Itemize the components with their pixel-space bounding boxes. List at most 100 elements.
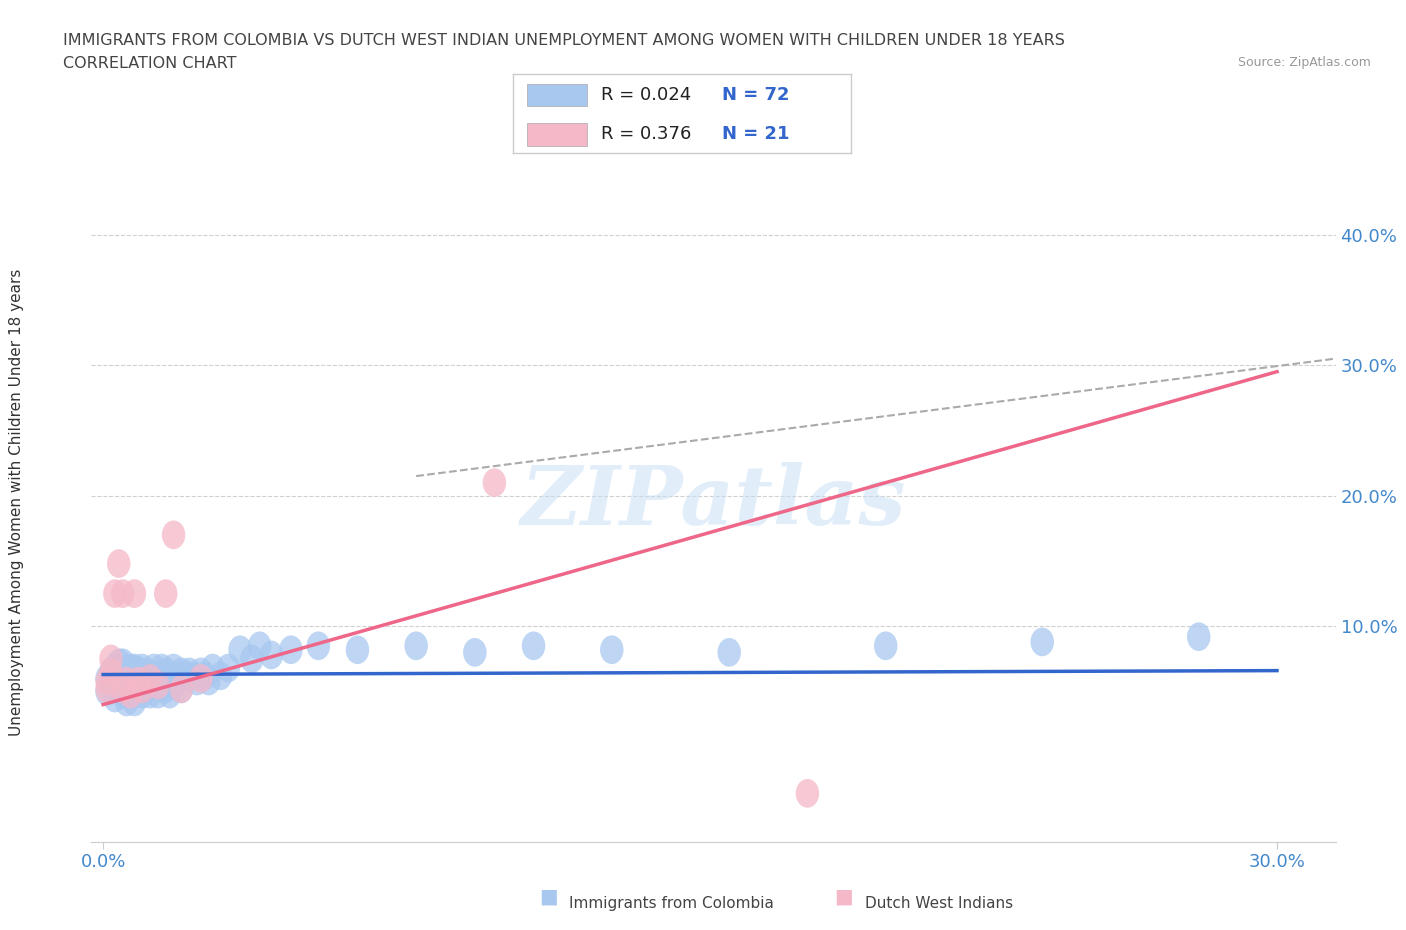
Ellipse shape: [146, 671, 170, 699]
Ellipse shape: [122, 654, 146, 683]
Ellipse shape: [522, 631, 546, 660]
Ellipse shape: [100, 671, 122, 699]
Text: N = 21: N = 21: [723, 126, 790, 143]
Ellipse shape: [131, 680, 155, 709]
Ellipse shape: [111, 648, 135, 677]
Ellipse shape: [115, 667, 138, 696]
Ellipse shape: [118, 654, 142, 683]
Ellipse shape: [796, 779, 820, 807]
Bar: [527, 84, 588, 106]
Ellipse shape: [122, 671, 146, 699]
Ellipse shape: [100, 658, 122, 686]
Ellipse shape: [127, 658, 150, 686]
Ellipse shape: [138, 664, 162, 693]
Ellipse shape: [127, 667, 150, 696]
Ellipse shape: [111, 667, 135, 696]
Ellipse shape: [463, 638, 486, 667]
Text: Unemployment Among Women with Children Under 18 years: Unemployment Among Women with Children U…: [10, 269, 24, 736]
Ellipse shape: [111, 680, 135, 709]
Ellipse shape: [155, 658, 177, 686]
Ellipse shape: [100, 644, 122, 673]
Ellipse shape: [107, 674, 131, 703]
Ellipse shape: [146, 680, 170, 709]
Ellipse shape: [228, 635, 252, 664]
Ellipse shape: [875, 631, 897, 660]
Ellipse shape: [177, 658, 201, 686]
Ellipse shape: [155, 674, 177, 703]
Ellipse shape: [193, 661, 217, 690]
Ellipse shape: [280, 635, 302, 664]
Ellipse shape: [107, 648, 131, 677]
Ellipse shape: [142, 671, 166, 699]
Ellipse shape: [717, 638, 741, 667]
Text: N = 72: N = 72: [723, 86, 790, 104]
Ellipse shape: [162, 521, 186, 550]
Ellipse shape: [96, 677, 118, 706]
Text: R = 0.024: R = 0.024: [600, 86, 692, 104]
Ellipse shape: [1187, 622, 1211, 651]
Ellipse shape: [155, 579, 177, 608]
Ellipse shape: [118, 667, 142, 696]
Ellipse shape: [307, 631, 330, 660]
Ellipse shape: [103, 579, 127, 608]
Ellipse shape: [146, 661, 170, 690]
Text: ▪: ▪: [538, 883, 558, 911]
Ellipse shape: [181, 661, 205, 690]
Ellipse shape: [127, 674, 150, 703]
Ellipse shape: [157, 680, 181, 709]
Ellipse shape: [103, 684, 127, 712]
Ellipse shape: [131, 654, 155, 683]
Ellipse shape: [1031, 628, 1054, 657]
Ellipse shape: [115, 687, 138, 716]
Ellipse shape: [107, 661, 131, 690]
Ellipse shape: [103, 654, 127, 683]
Ellipse shape: [100, 658, 122, 686]
Ellipse shape: [162, 671, 186, 699]
Ellipse shape: [190, 664, 212, 693]
Text: ZIPatlas: ZIPatlas: [520, 462, 907, 542]
Text: Immigrants from Colombia: Immigrants from Colombia: [569, 897, 775, 911]
Ellipse shape: [600, 635, 623, 664]
Ellipse shape: [186, 667, 208, 696]
Ellipse shape: [162, 654, 186, 683]
Ellipse shape: [118, 680, 142, 709]
Ellipse shape: [142, 654, 166, 683]
Text: R = 0.376: R = 0.376: [600, 126, 692, 143]
Ellipse shape: [150, 654, 173, 683]
Ellipse shape: [346, 635, 370, 664]
Ellipse shape: [190, 658, 212, 686]
Ellipse shape: [122, 579, 146, 608]
Ellipse shape: [103, 667, 127, 696]
Ellipse shape: [197, 667, 221, 696]
Ellipse shape: [111, 658, 135, 686]
Ellipse shape: [157, 661, 181, 690]
Ellipse shape: [111, 579, 135, 608]
Ellipse shape: [201, 654, 225, 683]
Ellipse shape: [115, 658, 138, 686]
Ellipse shape: [170, 658, 193, 686]
Ellipse shape: [131, 667, 155, 696]
Ellipse shape: [170, 674, 193, 703]
Ellipse shape: [170, 674, 193, 703]
Ellipse shape: [111, 674, 135, 703]
Ellipse shape: [107, 550, 131, 578]
Ellipse shape: [173, 661, 197, 690]
Ellipse shape: [135, 674, 157, 703]
Text: Source: ZipAtlas.com: Source: ZipAtlas.com: [1237, 56, 1371, 69]
Ellipse shape: [482, 469, 506, 497]
Ellipse shape: [118, 680, 142, 709]
Ellipse shape: [260, 641, 283, 670]
Ellipse shape: [135, 658, 157, 686]
Ellipse shape: [405, 631, 427, 660]
Text: IMMIGRANTS FROM COLOMBIA VS DUTCH WEST INDIAN UNEMPLOYMENT AMONG WOMEN WITH CHIL: IMMIGRANTS FROM COLOMBIA VS DUTCH WEST I…: [63, 33, 1066, 47]
Ellipse shape: [96, 664, 118, 693]
Ellipse shape: [240, 644, 263, 673]
Ellipse shape: [122, 687, 146, 716]
Text: Dutch West Indians: Dutch West Indians: [865, 897, 1012, 911]
Ellipse shape: [208, 661, 232, 690]
Text: CORRELATION CHART: CORRELATION CHART: [63, 56, 236, 71]
Text: ▪: ▪: [834, 883, 853, 911]
Ellipse shape: [96, 674, 118, 703]
Ellipse shape: [247, 631, 271, 660]
Ellipse shape: [150, 671, 173, 699]
